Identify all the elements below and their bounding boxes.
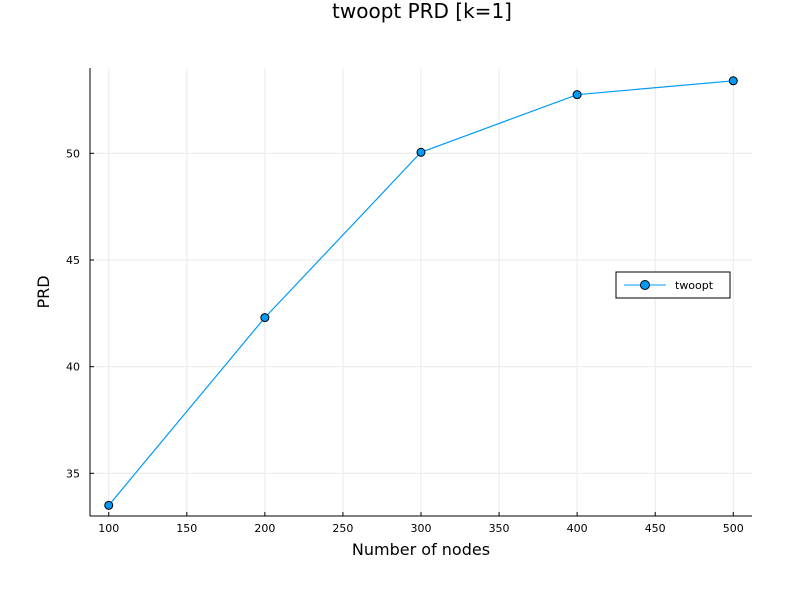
y-ticks: 35 40 45 50	[66, 147, 94, 480]
chart-title: twoopt PRD [k=1]	[332, 0, 512, 23]
y-axis-label: PRD	[34, 275, 53, 308]
legend-label: twoopt	[675, 279, 714, 292]
x-tick-label: 150	[176, 522, 197, 535]
x-tick-label: 200	[254, 522, 275, 535]
legend-marker	[640, 280, 650, 290]
x-tick-label: 100	[98, 522, 119, 535]
x-ticks: 100 150 200 250 300 350 400 450 500	[98, 512, 744, 535]
x-tick-label: 350	[489, 522, 510, 535]
x-tick-label: 500	[723, 522, 744, 535]
series-group	[104, 76, 738, 510]
data-point	[260, 313, 270, 323]
data-point	[104, 500, 114, 510]
y-tick-label: 40	[66, 361, 80, 374]
x-tick-label: 250	[332, 522, 353, 535]
x-tick-label: 300	[411, 522, 432, 535]
y-tick-label: 45	[66, 254, 80, 267]
data-point	[728, 76, 738, 86]
x-tick-label: 450	[645, 522, 666, 535]
x-tick-label: 400	[567, 522, 588, 535]
data-point	[572, 90, 582, 100]
y-tick-label: 35	[66, 467, 80, 480]
x-axis-label: Number of nodes	[352, 540, 490, 559]
data-point	[416, 147, 426, 157]
y-tick-label: 50	[66, 147, 80, 160]
legend: twoopt	[615, 271, 731, 299]
